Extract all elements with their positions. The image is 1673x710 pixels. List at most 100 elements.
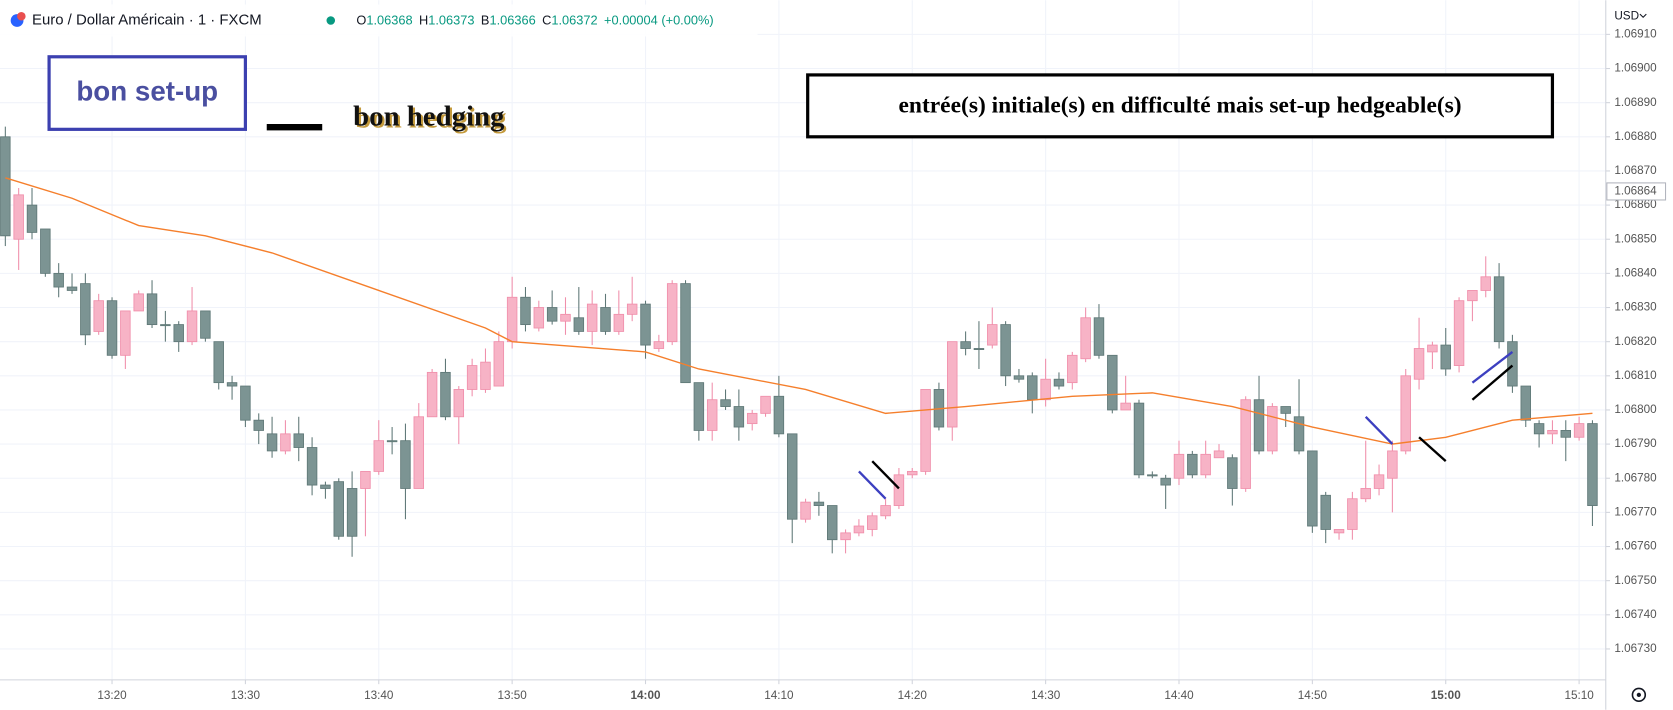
candle-body [93,300,104,332]
candle-body [1467,290,1478,302]
candle-body [106,300,118,356]
candle-body [66,286,78,291]
candle-body [893,474,905,506]
x-tick-label: 15:00 [1431,689,1461,702]
ohlc-value: 1.06366 [489,13,535,28]
settings-icon[interactable] [1636,692,1641,697]
candle-body [1027,375,1038,401]
candle-body [333,481,344,537]
candle-body [80,283,91,336]
candle-body [653,341,665,349]
candle-body [853,525,865,534]
y-tick-label: 1.06790 [1614,437,1657,450]
candle-body [600,307,611,332]
candle-body [1080,317,1091,360]
candle-body [213,341,224,384]
candle-body [53,272,64,288]
candle-body [973,348,985,350]
candle-body [920,389,931,472]
candle-body [560,313,571,322]
hedging-shadow: bon hedging [355,102,507,134]
x-tick-label: 13:50 [497,689,527,702]
candle-body [120,310,131,356]
candle-body [546,307,558,322]
candle-body [786,433,798,520]
x-tick-label: 14:20 [898,689,928,702]
candle-body [1427,344,1438,353]
candle-body [506,296,518,343]
y-tick-label: 1.06800 [1614,403,1657,416]
candle-body [773,395,785,435]
trend-drawing [1418,436,1447,463]
candle-body [266,433,278,452]
trend-drawing [1471,350,1514,384]
moving-average [5,177,1593,445]
candle-body [1240,399,1251,489]
ohlc-key: C [542,13,551,28]
x-tick-label: 14:50 [1298,689,1328,702]
candle-body [693,382,705,431]
trend-drawing [858,470,887,500]
hedging-legend-line [266,124,323,131]
candle-body [226,382,238,387]
y-tick-label: 1.06760 [1614,540,1657,553]
candle-body [200,310,211,339]
candle-body [1160,477,1171,486]
candle-body [1280,406,1291,414]
candle-body [573,317,585,332]
candle-body [626,303,638,315]
candle-body [987,324,998,346]
y-tick-label: 1.06890 [1614,96,1657,109]
y-tick-label: 1.06780 [1614,471,1657,484]
x-tick-label: 13:30 [231,689,261,702]
y-tick-label: 1.06880 [1614,130,1657,143]
candle-body [1053,378,1065,387]
candle-body [520,296,531,326]
candle-body [1253,399,1265,452]
y-tick-label: 1.06910 [1614,27,1657,40]
y-tick-label: 1.06830 [1614,301,1657,314]
y-tick-label: 1.06850 [1614,232,1657,245]
plot-area [0,126,1598,557]
ohlc-key: H [419,13,428,28]
candle-body [1347,498,1358,530]
y-tick-label: 1.06820 [1614,335,1657,348]
candle-body [1587,423,1598,506]
hedging-label: bon hedging [353,100,505,132]
candle-body [173,324,184,343]
candle-body [1227,457,1238,489]
candle-body [533,307,545,329]
y-tick-label: 1.06860 [1614,198,1657,211]
candle-body [827,505,838,541]
ohlc-key: B [481,13,490,28]
candle-body [760,395,771,414]
settings-icon[interactable] [1631,687,1647,703]
ohlc-value: 1.06372 [551,13,597,28]
candle-body [373,440,385,472]
candle-body [440,371,451,418]
candle-body [1200,453,1211,476]
candle-body [1067,354,1078,384]
note-box [806,73,1555,139]
currency[interactable]: USD [1614,9,1639,22]
candle-body [1093,317,1105,356]
x-tick-label: 15:10 [1564,689,1594,702]
y-tick-label: 1.06770 [1614,505,1657,518]
candle-body [1547,430,1558,435]
candle-body [413,416,425,489]
candle-body [1267,406,1278,452]
candle-body [840,532,851,541]
candle-body [466,365,478,390]
candle-body [1173,453,1185,479]
dropdown-icon[interactable] [1639,13,1647,19]
candle-body [453,389,465,418]
candle-body [146,293,158,326]
candle-body [720,399,731,407]
axes: 1.06910 1.06900 1.06890 1.06880 1.06870 1.068… [97,27,1667,702]
candle-body [1440,344,1451,370]
candle-body [960,341,971,349]
candle-body [1533,423,1545,435]
candle-body [320,484,331,489]
